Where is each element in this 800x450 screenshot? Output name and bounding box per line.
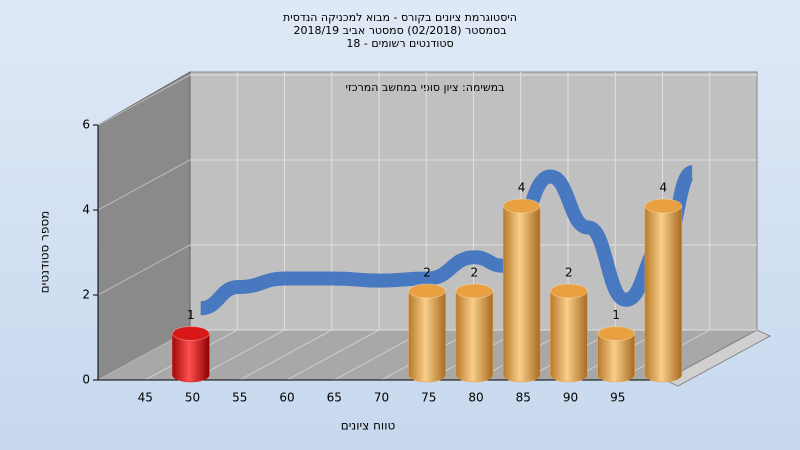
bar	[597, 333, 635, 383]
x-tick-label: 90	[563, 391, 578, 405]
bar	[455, 290, 494, 383]
title: היסטוגרמת ציונים בקורס - מבוא למכניקה הנ…	[283, 11, 517, 24]
grid-line	[97, 74, 191, 126]
y-tick-label: 6	[82, 118, 90, 132]
floor-edge	[663, 329, 772, 387]
x-axis-label: טווח ציונים	[341, 419, 396, 433]
x-tick-label: 70	[374, 391, 389, 405]
bar	[644, 205, 683, 383]
x-tick-label: 55	[232, 391, 247, 405]
x-tick-label: 60	[279, 391, 294, 405]
grid-line	[97, 244, 191, 296]
bar-top	[597, 326, 636, 341]
x-tick-label: 75	[421, 391, 436, 405]
title: בסמסטר (02/2018) סמסטר אביב 2018/19	[293, 24, 506, 37]
data-label: 2	[423, 266, 431, 280]
x-tick-label: 65	[327, 391, 342, 405]
bar-top	[171, 326, 210, 341]
data-label: 4	[518, 181, 526, 195]
grid-line	[97, 159, 191, 211]
grid-line	[239, 329, 332, 381]
annotation: במשימה: ציון סופי במחשב המרכזי	[345, 81, 504, 94]
bar-top	[549, 283, 588, 299]
data-label: 4	[660, 181, 668, 195]
bar	[550, 290, 588, 383]
x-tick-label: 80	[468, 391, 483, 405]
y-tick-label: 2	[82, 288, 90, 302]
data-label: 1	[187, 308, 195, 322]
bar	[172, 333, 210, 383]
y-tick-label: 4	[82, 203, 90, 217]
bar	[408, 290, 446, 383]
x-tick-label: 45	[138, 391, 153, 405]
bar	[502, 205, 541, 383]
y-tick-label: 0	[82, 373, 90, 387]
grid-line	[286, 329, 380, 381]
bar-top	[455, 283, 494, 299]
x-tick-label: 85	[516, 391, 531, 405]
data-label: 2	[565, 266, 573, 280]
x-tick-label: 50	[185, 391, 200, 405]
title: סטודנטים רשומים - 18	[346, 37, 453, 50]
data-label: 2	[471, 266, 479, 280]
bar-top	[644, 198, 683, 214]
curve	[199, 165, 696, 316]
bar-top	[502, 198, 541, 214]
bar-top	[408, 283, 447, 299]
x-tick-label: 95	[610, 391, 625, 405]
y-axis-label: מספר סטודנטים	[38, 211, 52, 294]
data-label: 1	[612, 308, 620, 322]
